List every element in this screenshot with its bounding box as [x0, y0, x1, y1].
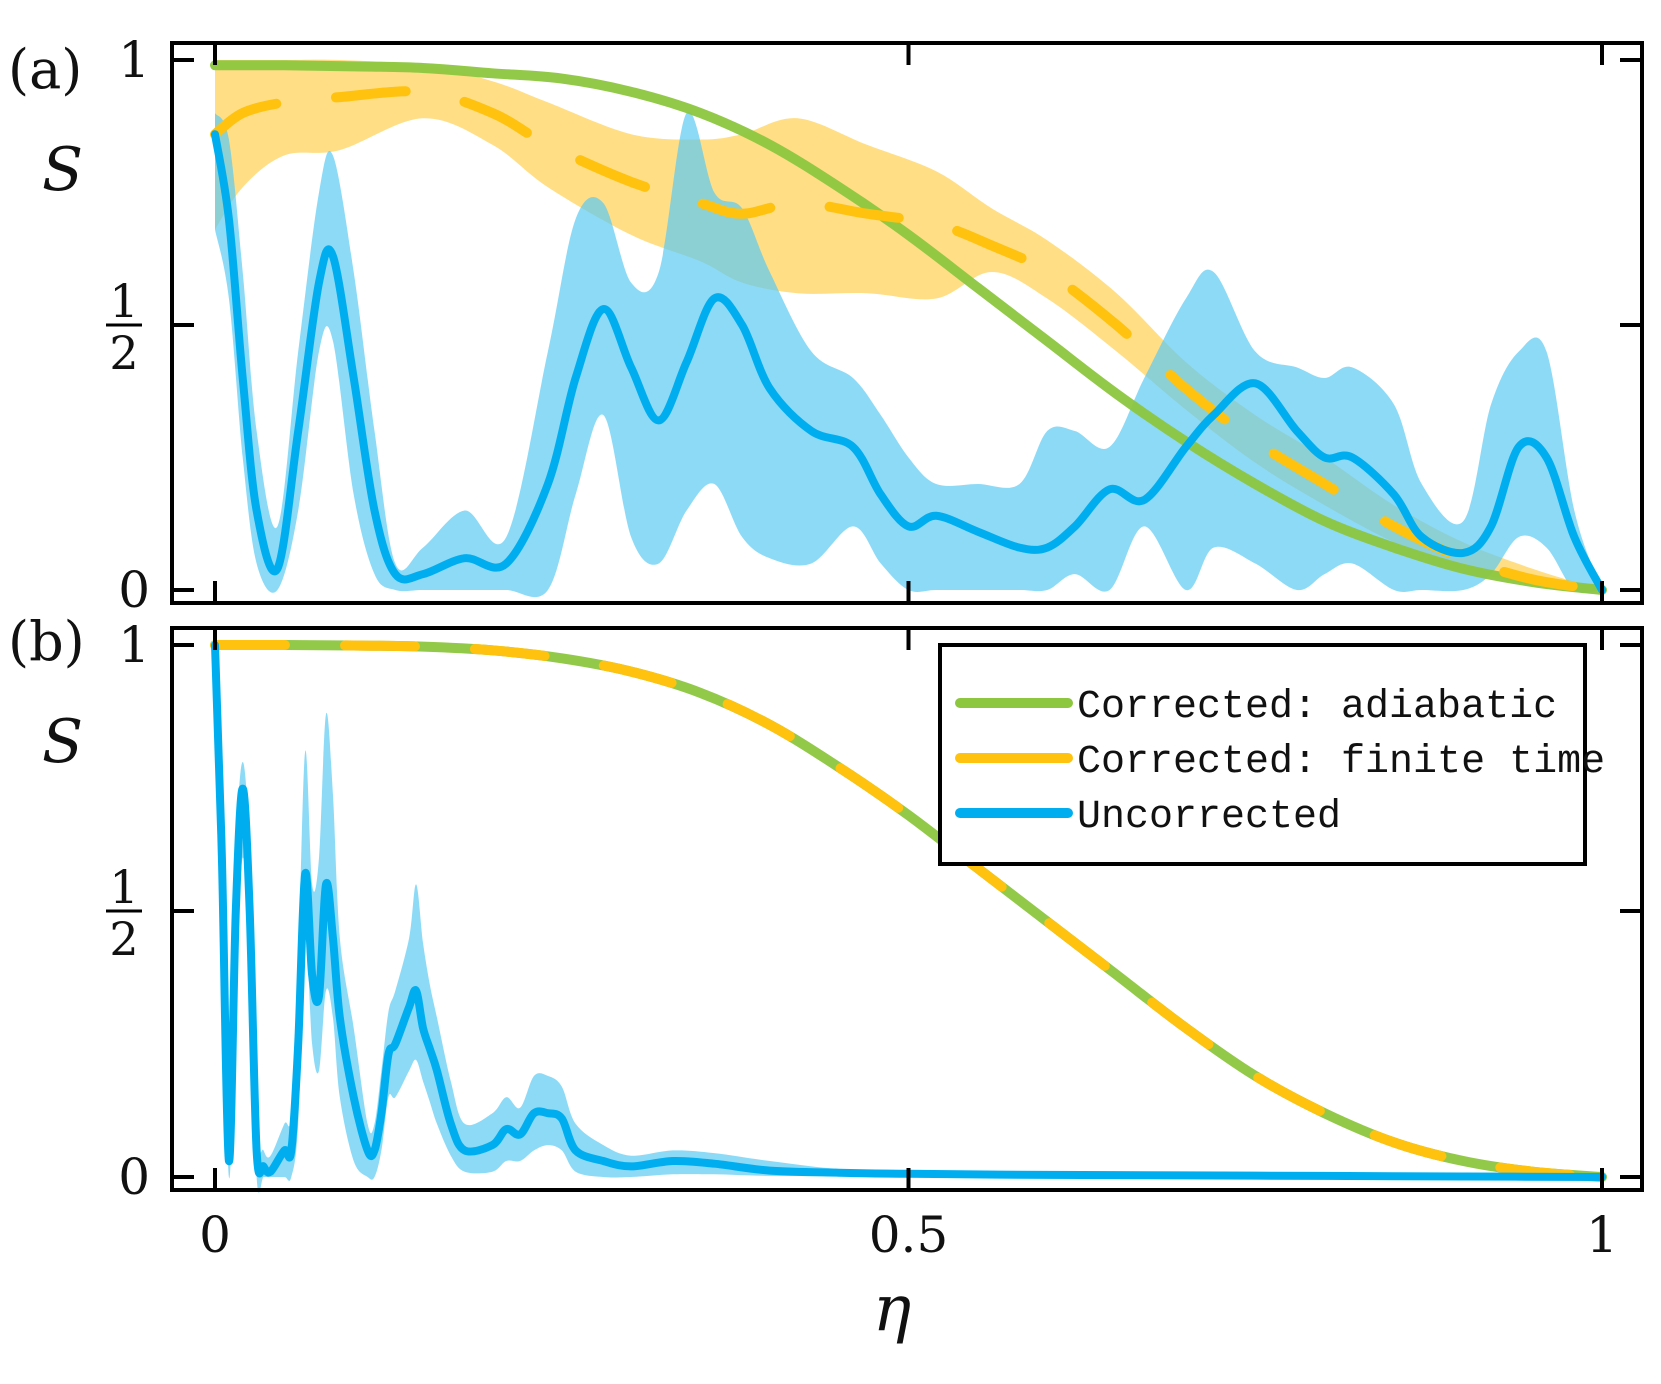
- panel-a-bands: [215, 59, 1602, 598]
- legend-label-uncorrected: Uncorrected: [1077, 795, 1341, 840]
- panel-b-ticks: [172, 628, 1642, 1190]
- series-line-uncorrected: [211, 130, 1606, 594]
- ytick-label-denominator: 2: [109, 912, 138, 966]
- ytick-label: 1: [118, 616, 150, 674]
- x-axis-label: η: [873, 1272, 911, 1346]
- panel-b-lines: [210, 639, 1607, 1182]
- panel-a-label: (a): [8, 38, 82, 101]
- ytick-label-denominator: 2: [109, 326, 138, 380]
- panel-a-ticks: [172, 43, 1642, 603]
- ytick-label: 0: [118, 561, 150, 619]
- uncorrected-band: [215, 111, 1602, 598]
- legend: Corrected: adiabatic Corrected: finite t…: [938, 643, 1605, 866]
- series-line-corrected-finite-time: [210, 86, 1607, 595]
- ytick-label: 0: [118, 1148, 150, 1206]
- panel-b-label: (b): [8, 610, 85, 673]
- series-line-corrected-adiabatic: [210, 639, 1607, 1182]
- legend-box: [938, 643, 1587, 866]
- series-line-corrected-adiabatic: [210, 60, 1607, 595]
- panel-b-bands: [215, 645, 1602, 1193]
- ytick-label-numerator: 1: [109, 860, 138, 914]
- legend-label-finite-time: Corrected: finite time: [1077, 740, 1605, 785]
- panel-b-ylabel: S: [42, 707, 83, 777]
- panel-a-ylabel: S: [42, 135, 83, 205]
- series-line-uncorrected: [211, 641, 1606, 1181]
- ytick-label: 1: [118, 31, 150, 89]
- panel-b-xtick-labels: 0 0.5 1: [199, 1206, 1618, 1264]
- uncorrected-band: [215, 645, 1602, 1193]
- legend-label-adiabatic: Corrected: adiabatic: [1077, 685, 1557, 730]
- xtick-label: 0.5: [869, 1206, 949, 1264]
- xtick-label: 1: [1586, 1206, 1618, 1264]
- ytick-label-numerator: 1: [109, 274, 138, 328]
- xtick-label: 0: [199, 1206, 231, 1264]
- panel-a-lines: [210, 60, 1607, 595]
